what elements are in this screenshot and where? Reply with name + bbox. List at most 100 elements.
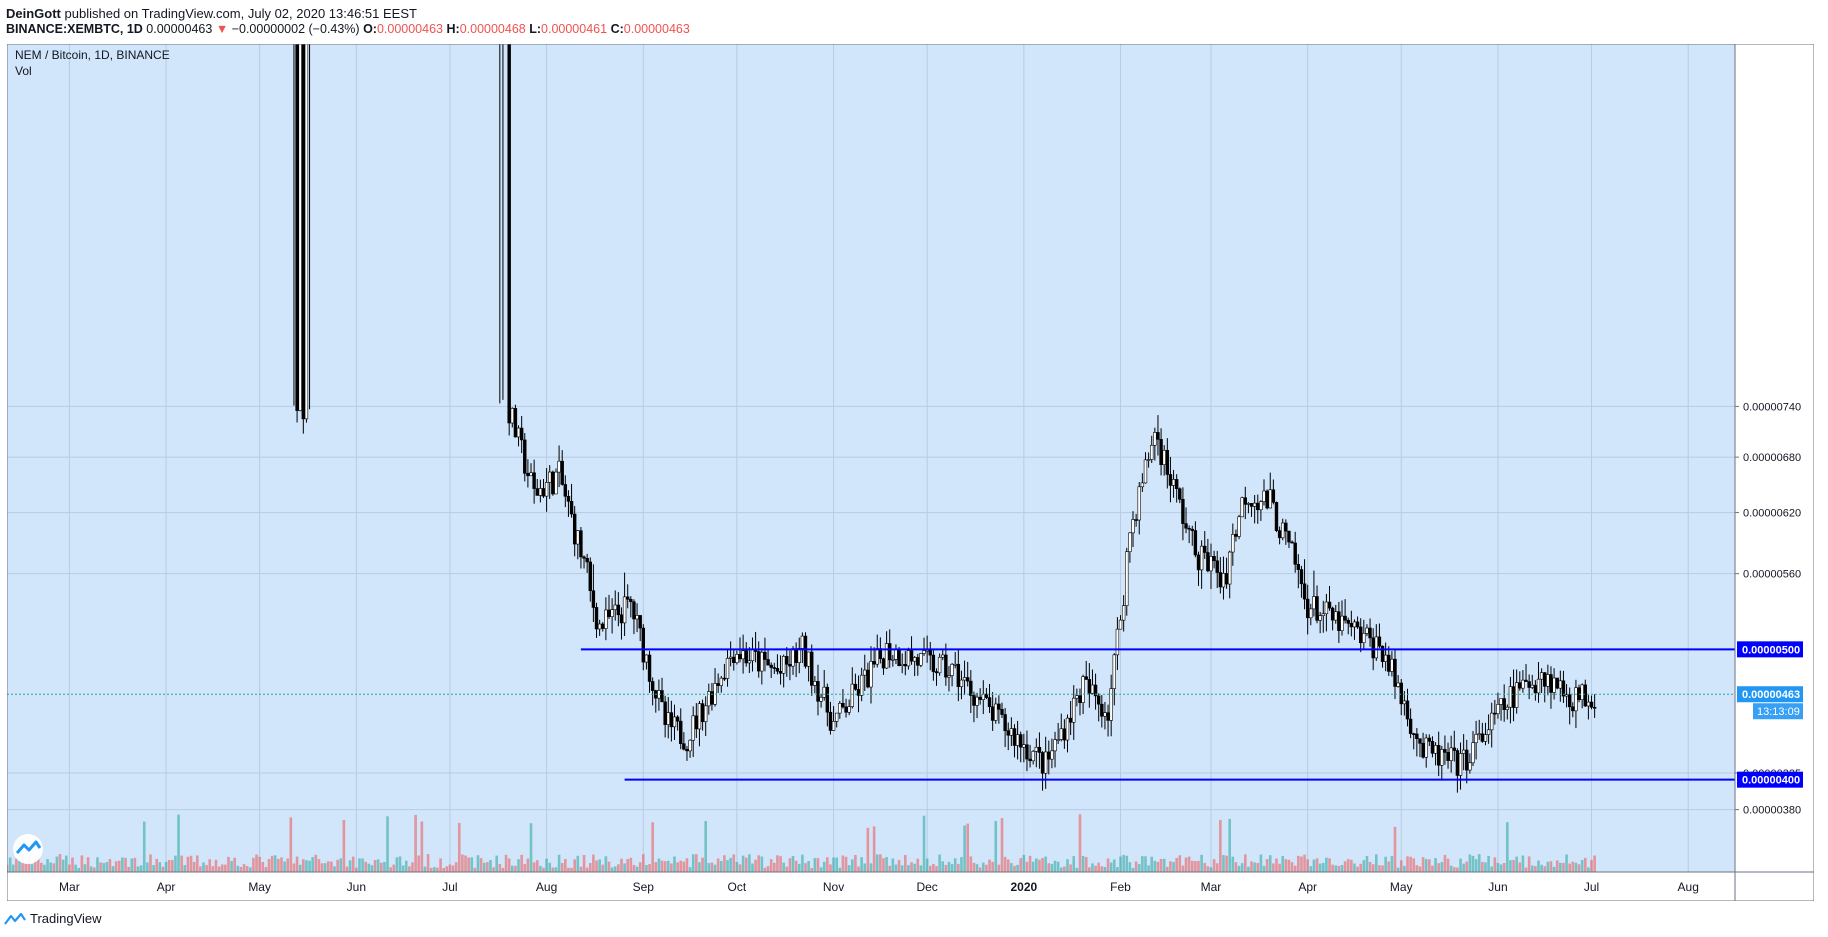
candle-body bbox=[919, 653, 923, 666]
volume-bar bbox=[716, 858, 720, 872]
candle-body bbox=[984, 693, 989, 698]
candle-body bbox=[778, 670, 783, 674]
volume-bar bbox=[660, 860, 664, 872]
volume-bar bbox=[598, 859, 601, 872]
volume-bar bbox=[698, 862, 701, 872]
candle-body bbox=[769, 664, 773, 668]
volume-bar bbox=[1190, 860, 1194, 872]
candle-body bbox=[781, 656, 786, 674]
footer-brand[interactable]: TradingView bbox=[4, 911, 102, 926]
time-tick-label: 2020 bbox=[1010, 880, 1037, 894]
volume-bar bbox=[242, 864, 246, 872]
price-chart[interactable]: 0.000017000.000016000.000015000.00001400… bbox=[5, 0, 1815, 902]
volume-bar bbox=[1119, 856, 1122, 872]
candle-body bbox=[1567, 694, 1572, 708]
time-tick-label: Nov bbox=[823, 880, 844, 894]
candle-body bbox=[1343, 615, 1347, 621]
plot-area[interactable] bbox=[7, 44, 1735, 872]
candle-body bbox=[847, 706, 851, 713]
volume-bar bbox=[719, 861, 723, 872]
volume-bar bbox=[61, 859, 65, 872]
candle-body bbox=[975, 696, 979, 706]
candle-body bbox=[1184, 523, 1188, 529]
volume-bar bbox=[1284, 859, 1288, 872]
volume-bar bbox=[302, 859, 305, 872]
candle-body bbox=[944, 654, 948, 678]
candle-body bbox=[906, 650, 911, 667]
volume-bar bbox=[648, 864, 651, 872]
volume-bar bbox=[507, 858, 511, 872]
tradingview-watermark-icon[interactable] bbox=[13, 834, 43, 864]
time-tick-label: Mar bbox=[1201, 880, 1222, 894]
volume-bar bbox=[482, 862, 486, 872]
candle-body bbox=[301, 0, 306, 420]
volume-bar bbox=[1112, 859, 1116, 872]
level-tag bbox=[1737, 641, 1803, 658]
candle-body bbox=[616, 604, 621, 616]
candle-body bbox=[897, 648, 901, 666]
volume-bar bbox=[1496, 862, 1500, 872]
candle-body bbox=[1181, 498, 1185, 524]
author-name[interactable]: DeinGott bbox=[6, 6, 61, 21]
candle-body bbox=[903, 663, 908, 667]
candle-body bbox=[1028, 758, 1032, 762]
volume-bar bbox=[695, 854, 698, 872]
candle-body bbox=[1305, 598, 1310, 619]
volume-bar bbox=[1559, 862, 1562, 872]
volume-bar bbox=[333, 866, 336, 872]
candle-body bbox=[1402, 700, 1407, 705]
low-value: 0.00000461 bbox=[541, 22, 608, 36]
candle-body bbox=[582, 556, 586, 559]
candle-body bbox=[794, 648, 798, 663]
candle-body bbox=[1365, 627, 1369, 634]
volume-bar bbox=[735, 861, 739, 872]
horizontal-levels[interactable] bbox=[7, 648, 1735, 781]
volume-bar bbox=[289, 817, 293, 872]
volume-bar bbox=[1353, 863, 1356, 872]
volume-bar bbox=[645, 865, 648, 872]
volume-bar bbox=[744, 857, 748, 872]
volume-bar bbox=[195, 855, 199, 872]
candle-body bbox=[526, 473, 530, 477]
candle-body bbox=[1190, 528, 1194, 531]
volume-bar bbox=[133, 857, 137, 872]
candle-body bbox=[757, 651, 761, 672]
volume-bar bbox=[298, 864, 302, 872]
candle-body bbox=[613, 604, 617, 610]
candle-body bbox=[990, 706, 995, 721]
volume-bar bbox=[68, 864, 71, 872]
candle-body bbox=[572, 513, 577, 545]
volume-bar bbox=[726, 860, 729, 872]
candle-body bbox=[304, 0, 309, 420]
candle-body bbox=[987, 697, 992, 708]
volume-bar bbox=[1265, 859, 1269, 872]
candle-body bbox=[937, 656, 942, 674]
volume-bar bbox=[1309, 866, 1313, 872]
volume-bar bbox=[592, 854, 595, 872]
last-price-tag bbox=[1737, 686, 1803, 703]
time-axis[interactable]: Mar Apr May Jun Jul Aug Sep Oct Nov Dec 2020 Feb Mar… bbox=[59, 880, 1699, 894]
volume-bar bbox=[685, 858, 689, 872]
candle-body bbox=[1143, 459, 1148, 484]
volume-bar bbox=[423, 866, 427, 872]
volume-bar bbox=[114, 861, 118, 872]
chart-container[interactable]: 0.000017000.000016000.000015000.00001400… bbox=[5, 0, 1815, 902]
candle-body bbox=[844, 706, 848, 713]
volume-bar bbox=[379, 862, 383, 872]
volume-bar bbox=[1340, 865, 1344, 872]
candle-body bbox=[806, 651, 811, 667]
volume-bar bbox=[1490, 866, 1494, 872]
volume-bar bbox=[189, 855, 193, 872]
candle-body bbox=[1199, 545, 1204, 571]
candle-body bbox=[660, 690, 664, 703]
volume-bar bbox=[773, 862, 776, 872]
volume-bar bbox=[205, 865, 208, 872]
volume-bar bbox=[486, 862, 489, 872]
candle-body bbox=[607, 609, 611, 617]
time-tick-label: Jul bbox=[1584, 880, 1599, 894]
candle-body bbox=[697, 703, 702, 730]
candle-body bbox=[685, 748, 689, 752]
candle-body bbox=[1031, 751, 1035, 762]
candle-body bbox=[1299, 569, 1304, 585]
candle-body bbox=[1078, 695, 1082, 703]
